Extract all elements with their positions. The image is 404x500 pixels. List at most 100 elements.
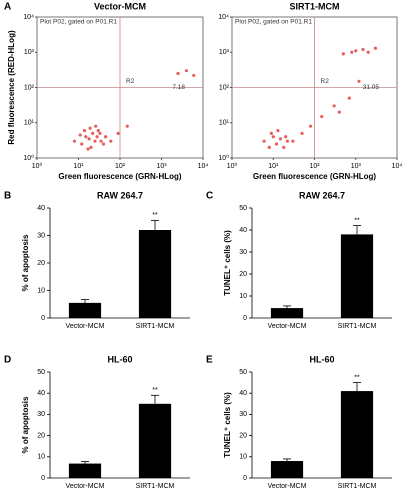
y-tick-label: 10⁴ [23,14,34,21]
subtitle: Plot P02, gated on P01.R1 [40,19,117,26]
x-tick-label: Vector-MCM [66,323,105,330]
y-tick-label: 10 [37,454,45,461]
x-tick-label: SIRT1-MCM [136,483,175,490]
point [96,128,100,133]
panel-label: E [206,355,213,366]
y-tick-label: 10⁴ [218,14,229,21]
x-tick-label: 10¹ [268,163,279,170]
y-tick-label: 10³ [219,49,230,56]
x-tick-label: Vector-MCM [268,483,307,490]
x-tick-label: SIRT1-MCM [338,323,377,330]
x-tick-label: 10⁴ [392,163,403,170]
y-axis-label: TUNEL⁺ cells (%) [223,230,232,296]
point [284,135,288,139]
x-axis-label: Green fluorescence (GRN-HLog) [253,172,376,181]
y-tick-label: 50 [239,369,247,376]
point [86,147,90,151]
bar [138,403,172,478]
point [282,145,286,149]
point [357,79,361,83]
point [285,139,289,143]
y-tick-label: 20 [239,271,247,278]
x-axis-label: Green fluorescence (GRN-HLog) [58,172,181,181]
x-tick-label: 10⁴ [198,163,209,170]
x-tick-label: Vector-MCM [268,323,307,330]
point [116,131,120,135]
point [271,135,275,139]
y-tick-label: 30 [37,411,45,418]
panel-label: B [4,191,11,202]
y-tick-label: 0 [243,315,247,322]
point [366,50,370,54]
point [337,110,341,114]
x-tick-label: 10⁰ [227,162,238,170]
y-tick-label: 50 [37,369,45,376]
chart-title: HL-60 [107,354,132,364]
y-tick-label: 40 [37,205,45,212]
significance: ** [152,387,158,394]
point [347,96,351,100]
y-tick-label: 10⁰ [23,154,34,162]
y-tick-label: 40 [239,227,247,234]
y-tick-label: 40 [37,390,45,397]
point [276,128,280,133]
point [101,142,106,146]
point [308,124,313,128]
point [291,139,295,143]
point [99,139,103,143]
x-tick-label: 10² [309,163,320,170]
point [192,73,196,78]
subtitle: Plot P02, gated on P01.R1 [235,19,312,26]
panel-label: D [4,355,11,366]
significance: ** [354,374,360,381]
panel-label: A [4,2,11,13]
y-tick-label: 10³ [24,49,35,56]
x-tick-label: Vector-MCM [66,483,105,490]
y-tick-label: 40 [239,390,247,397]
point [320,114,324,119]
point [350,50,354,54]
y-tick-label: 10² [24,84,35,91]
point [267,145,271,149]
x-tick-label: 10³ [156,163,167,170]
bar [68,463,102,478]
point [354,49,358,53]
point [91,131,95,135]
y-tick-label: 0 [243,475,247,482]
point [88,126,92,130]
y-axis-label: Red fluorescence (RED-HLog) [7,30,16,145]
x-tick-label: SIRT1-MCM [338,483,377,490]
y-tick-label: 10 [239,454,247,461]
point [262,139,266,143]
point [125,124,129,128]
x-tick-label: SIRT1-MCM [136,323,175,330]
y-tick-label: 50 [239,205,247,212]
gate-value: 31.05 [363,84,380,91]
y-tick-label: 10¹ [219,120,230,127]
y-tick-label: 10⁰ [218,154,229,162]
point [80,142,84,146]
point [361,47,365,52]
significance: ** [354,217,360,224]
y-axis-label: % of apoptosis [21,234,30,291]
point [94,124,98,128]
chart-title: RAW 264.7 [97,190,143,200]
point [278,137,283,141]
y-tick-label: 10² [219,84,230,91]
x-tick-label: 10¹ [73,163,84,170]
point [109,139,113,143]
point [373,46,378,50]
x-tick-label: 10³ [351,163,362,170]
bar [340,234,374,318]
y-tick-label: 20 [37,260,45,267]
panel-label: C [206,191,213,202]
y-tick-label: 0 [41,475,45,482]
bar [138,230,172,318]
point [300,131,304,135]
bar [270,461,304,478]
point [87,137,91,141]
point [78,133,82,137]
x-tick-label: 10² [115,163,126,170]
